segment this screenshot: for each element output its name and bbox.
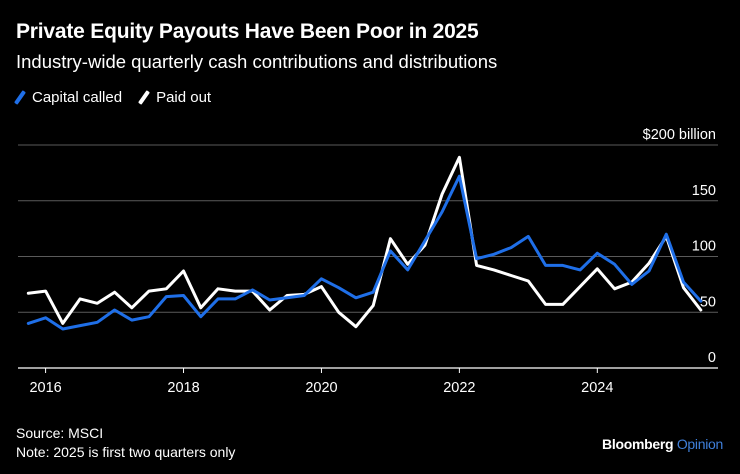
legend-label-paid-out: Paid out [156, 89, 212, 106]
chart-subtitle: Industry-wide quarterly cash contributio… [16, 51, 498, 72]
chart-legend: Capital called Paid out [14, 89, 231, 106]
brand-suffix: Opinion [676, 436, 723, 452]
legend-item-paid-out: Paid out [138, 89, 212, 106]
x-tick-label-2020: 2020 [305, 380, 337, 396]
legend-item-capital-called: Capital called [14, 89, 123, 106]
brand-logo: Bloomberg Opinion [602, 436, 723, 452]
chart-title: Private Equity Payouts Have Been Poor in… [16, 20, 479, 43]
x-tick-label-2022: 2022 [443, 380, 475, 396]
x-tick-label-2018: 2018 [167, 380, 199, 396]
y-tick-label-150: 150 [692, 183, 716, 199]
brand-name: Bloomberg [602, 436, 674, 452]
x-tick-label-2016: 2016 [29, 380, 61, 396]
footnote: Note: 2025 is first two quarters only [16, 444, 236, 460]
y-tick-label-200: $200 billion [643, 127, 716, 143]
y-tick-label-0: 0 [708, 350, 716, 366]
y-tick-label-50: 50 [700, 294, 716, 310]
legend-label-capital-called: Capital called [32, 89, 123, 106]
series-line-paid-out [26, 155, 703, 329]
chart-footer: Source: MSCI Note: 2025 is first two qua… [16, 424, 235, 462]
x-tick-label-2024: 2024 [581, 380, 613, 396]
source-note: Source: MSCI [16, 425, 104, 441]
y-tick-label-100: 100 [692, 239, 716, 255]
series-line-capital-called [26, 174, 703, 331]
